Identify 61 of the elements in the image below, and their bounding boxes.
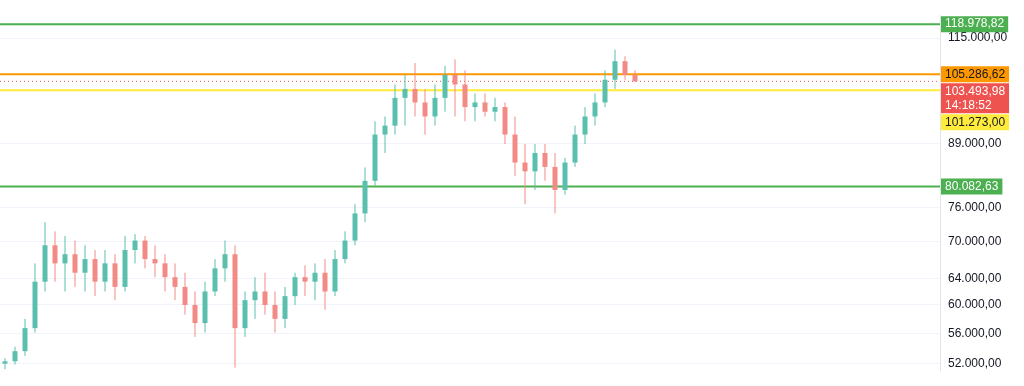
candlestick	[262, 272, 268, 316]
ref-line-label: 101.273,00	[945, 114, 1006, 129]
candlestick	[322, 258, 328, 311]
ref-line-label: 105.286,62	[945, 66, 1006, 81]
candlestick	[102, 249, 108, 292]
candlestick	[292, 272, 298, 306]
candlestick	[172, 262, 178, 301]
candlestick	[182, 272, 188, 316]
candlestick	[52, 230, 58, 283]
y-tick-label: 115.000,00	[948, 30, 1008, 45]
candlestick	[412, 62, 418, 117]
candlestick	[532, 143, 538, 191]
candlestick	[492, 97, 498, 122]
candlestick	[22, 318, 28, 357]
ref-line-label: 118.978,82	[945, 16, 1005, 31]
candlestick	[542, 143, 548, 182]
candlestick	[252, 276, 258, 320]
y-tick-label: 56.000,00	[948, 325, 1002, 340]
candlestick	[622, 55, 628, 81]
y-tick-label: 70.000,00	[948, 234, 1002, 249]
candlestick	[212, 258, 218, 297]
y-tick-label: 60.000,00	[948, 297, 1002, 312]
candlestick	[302, 264, 308, 297]
candlestick	[462, 69, 468, 122]
candlestick	[602, 69, 608, 108]
candlestick	[522, 143, 528, 205]
candlestick	[162, 253, 168, 292]
candlestick	[282, 286, 288, 329]
candlestick	[142, 235, 148, 269]
candlestick	[152, 244, 158, 278]
candlestick	[552, 152, 558, 214]
candlestick	[632, 69, 638, 83]
candlestick	[82, 244, 88, 292]
candlestick	[612, 49, 618, 90]
candlestick	[402, 74, 408, 127]
ref-line-label: 103.493,98 14:18:52	[945, 83, 1006, 112]
candlestick	[112, 253, 118, 301]
candlestick	[442, 65, 448, 113]
candlestick	[72, 240, 78, 288]
candlestick	[222, 240, 228, 283]
ref-line-label: 80.082,63	[945, 178, 999, 193]
candlestick	[192, 290, 198, 338]
candlestick	[382, 115, 388, 154]
candlestick	[342, 230, 348, 264]
y-tick-label: 89.000,00	[948, 135, 1002, 150]
candlestick	[422, 88, 428, 136]
candlestick	[312, 262, 318, 301]
candlestick	[132, 233, 138, 264]
candlestick	[582, 106, 588, 145]
candlestick	[272, 290, 278, 334]
y-tick-label: 76.000,00	[948, 200, 1002, 215]
candlestick	[452, 58, 458, 117]
y-tick-label: 64.000,00	[948, 270, 1002, 285]
candlestick	[592, 92, 598, 127]
candlestick	[472, 92, 478, 122]
candlestick	[92, 249, 98, 297]
candlestick	[482, 92, 488, 117]
candlestick	[62, 235, 68, 292]
candlestick	[432, 83, 438, 127]
candlestick	[2, 357, 8, 370]
y-tick-label: 52.000,00	[948, 355, 1002, 370]
